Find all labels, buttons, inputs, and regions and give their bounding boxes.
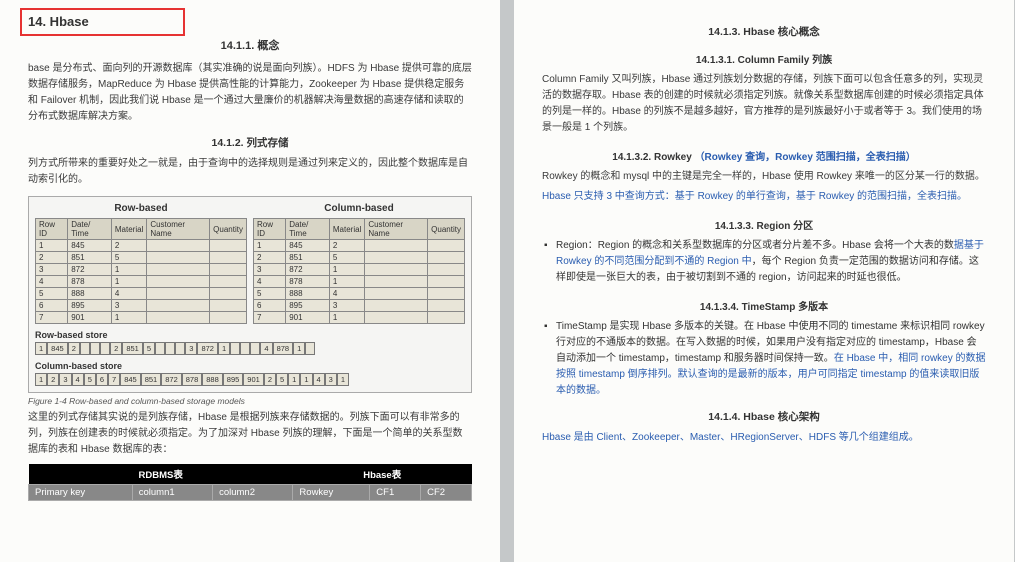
cmp-header: Hbase表 xyxy=(293,464,472,485)
row-store-label: Row-based store xyxy=(35,330,465,340)
list-item: Region：Region 的概念和关系型数据库的分区或者分片差不多。Hbase… xyxy=(556,238,986,286)
rowkey-query-link[interactable]: Hbase 只支持 3 中查询方式：基于 Rowkey 的单行查询，基于 Row… xyxy=(542,191,967,202)
rowkey-link[interactable]: （Rowkey 查询，Rowkey 范围扫描，全表扫描） xyxy=(695,152,916,163)
col-store-cells: 12345678458518728788888959012511431 xyxy=(35,373,465,386)
page-left: 14. Hbase 14.1.1. 概念 base 是分布式、面向列的开源数据库… xyxy=(0,0,500,562)
subsection-title: 14.1.3.4. TimeStamp 多版本 xyxy=(542,298,986,313)
row-store-cells: 18452 28515 38721 48781 xyxy=(35,342,465,355)
section-title: 14.1.2. 列式存储 xyxy=(28,135,472,150)
paragraph: base 是分布式、面向列的开源数据库（其实准确的说是面向列族）。HDFS 为 … xyxy=(28,61,472,125)
arch-link[interactable]: Hbase 是由 Client、Zookeeper、Master、HRegion… xyxy=(542,432,919,443)
section-title: 14.1.4. Hbase 核心架构 xyxy=(542,409,986,424)
comparison-table: RDBMS表 Hbase表 Primary keycolumn1column2R… xyxy=(28,464,472,501)
list-item: TimeStamp 是实现 Hbase 多版本的关键。在 Hbase 中使用不同… xyxy=(556,319,986,399)
row-based-table: Row IDDate/ TimeMaterialCustomer NameQua… xyxy=(35,218,247,324)
chapter-title: 14. Hbase xyxy=(28,14,472,29)
subsection-title: 14.1.3.1. Column Family 列族 xyxy=(542,51,986,66)
paragraph: Hbase 只支持 3 中查询方式：基于 Rowkey 的单行查询，基于 Row… xyxy=(542,189,986,205)
page-right: 14.1.3. Hbase 核心概念 14.1.3.1. Column Fami… xyxy=(514,0,1014,562)
storage-figure: Row-based Row IDDate/ TimeMaterialCustom… xyxy=(28,196,472,393)
figure-caption: Figure 1-4 Row-based and column-based st… xyxy=(28,396,472,406)
col-based-table: Row IDDate/ TimeMaterialCustomer NameQua… xyxy=(253,218,465,324)
paragraph: 这里的列式存储其实说的是列族存储，Hbase 是根据列族来存储数据的。列族下面可… xyxy=(28,410,472,458)
subsection-title: 14.1.3.2. Rowkey （Rowkey 查询，Rowkey 范围扫描，… xyxy=(542,148,986,163)
paragraph: Column Family 又叫列族，Hbase 通过列族划分数据的存储，列族下… xyxy=(542,72,986,136)
timestamp-list: TimeStamp 是实现 Hbase 多版本的关键。在 Hbase 中使用不同… xyxy=(542,319,986,399)
paragraph: Rowkey 的概念和 mysql 中的主键是完全一样的，Hbase 使用 Ro… xyxy=(542,169,986,185)
subsection-title: 14.1.3.3. Region 分区 xyxy=(542,217,986,232)
section-title: 14.1.1. 概念 xyxy=(28,37,472,53)
paragraph: 列方式所带来的重要好处之一就是，由于查询中的选择规则是通过列来定义的，因此整个数… xyxy=(28,156,472,188)
fig-row-title: Row-based xyxy=(35,203,247,214)
paragraph: Hbase 是由 Client、Zookeeper、Master、HRegion… xyxy=(542,430,986,446)
cmp-header: RDBMS表 xyxy=(29,464,293,485)
section-title: 14.1.3. Hbase 核心概念 xyxy=(542,24,986,39)
fig-col-title: Column-based xyxy=(253,203,465,214)
col-store-label: Column-based store xyxy=(35,361,465,371)
region-list: Region：Region 的概念和关系型数据库的分区或者分片差不多。Hbase… xyxy=(542,238,986,286)
